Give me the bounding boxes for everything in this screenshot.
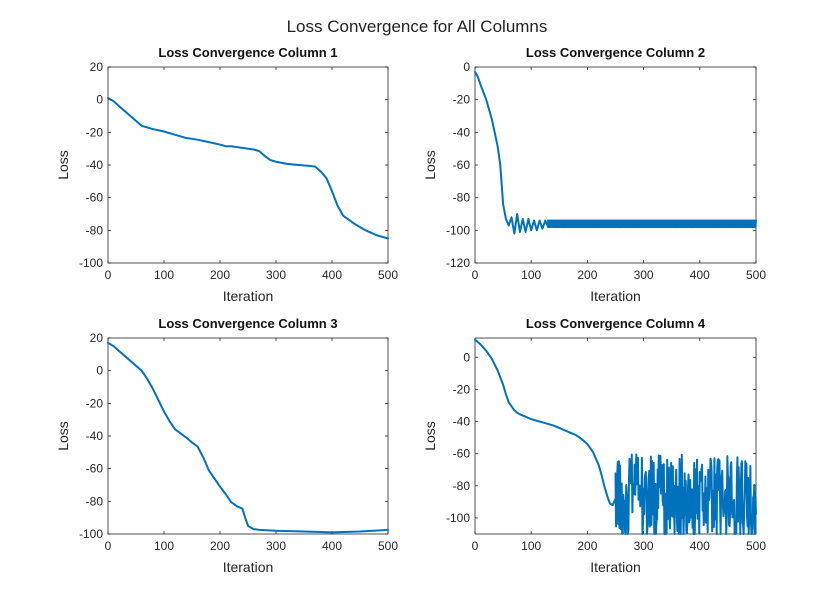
series-line-oscillation — [547, 219, 757, 229]
series-line — [474, 70, 550, 235]
y-tick-label: -60 — [86, 462, 104, 476]
figure-title: Loss Convergence for All Columns — [287, 17, 548, 36]
x-tick-label: 400 — [322, 268, 342, 282]
x-tick-label: 200 — [210, 539, 230, 553]
x-tick-label: 100 — [521, 539, 541, 553]
x-tick-label: 0 — [105, 268, 112, 282]
y-tick-label: -20 — [86, 125, 104, 139]
x-tick-label: 500 — [378, 539, 398, 553]
y-tick-label: 0 — [96, 93, 103, 107]
x-tick-label: 500 — [746, 268, 766, 282]
x-tick-label: 400 — [690, 539, 710, 553]
y-axis-label: Loss — [55, 150, 71, 180]
y-tick-label: -20 — [453, 93, 471, 107]
x-axis-label: Iteration — [590, 559, 641, 575]
x-tick-label: 200 — [577, 539, 597, 553]
y-axis-label: Loss — [55, 421, 71, 451]
y-tick-label: -80 — [86, 223, 104, 237]
x-tick-label: 200 — [210, 268, 230, 282]
x-tick-label: 300 — [266, 539, 286, 553]
x-tick-label: 0 — [472, 539, 479, 553]
y-tick-label: -120 — [446, 256, 470, 270]
x-tick-label: 0 — [105, 539, 112, 553]
y-tick-label: -100 — [446, 511, 470, 525]
x-tick-label: 100 — [154, 268, 174, 282]
axis-ticks: 0 100 200 300 400 500 -100 -80 -60 -40 -20 0 20 — [79, 331, 398, 553]
x-axis-label: Iteration — [223, 288, 274, 304]
plot-area — [107, 337, 389, 535]
x-tick-label: 500 — [746, 539, 766, 553]
x-tick-label: 400 — [322, 539, 342, 553]
x-tick-label: 100 — [521, 268, 541, 282]
series-lines — [474, 70, 757, 235]
y-tick-label: 0 — [463, 350, 470, 364]
y-axis-label: Loss — [422, 421, 438, 451]
y-tick-label: -100 — [79, 256, 103, 270]
y-tick-label: 20 — [90, 60, 104, 74]
subplot-column-1: Loss Convergence Column 1 Iteration Loss… — [55, 45, 398, 304]
x-tick-label: 100 — [154, 539, 174, 553]
y-tick-label: -40 — [86, 429, 104, 443]
y-tick-label: -80 — [453, 191, 471, 205]
x-tick-label: 200 — [577, 268, 597, 282]
y-tick-label: -60 — [86, 191, 104, 205]
series-lines — [107, 341, 389, 534]
subplot-title: Loss Convergence Column 2 — [526, 45, 705, 60]
subplot-title: Loss Convergence Column 4 — [526, 316, 706, 331]
x-tick-label: 300 — [266, 268, 286, 282]
y-tick-label: -40 — [86, 158, 104, 172]
series-lines — [107, 97, 389, 240]
y-tick-label: -20 — [453, 382, 471, 396]
plot-area — [474, 66, 757, 264]
y-tick-label: -80 — [86, 494, 104, 508]
x-tick-label: 500 — [378, 268, 398, 282]
y-tick-label: 20 — [90, 331, 104, 345]
y-tick-label: -60 — [453, 447, 471, 461]
x-axis-label: Iteration — [590, 288, 641, 304]
series-lines — [474, 338, 757, 535]
plot-area — [107, 66, 389, 264]
subplot-column-4: Loss Convergence Column 4 Iteration Loss… — [422, 316, 766, 575]
subplot-title: Loss Convergence Column 1 — [158, 45, 337, 60]
x-tick-label: 0 — [472, 268, 479, 282]
y-tick-label: -40 — [453, 125, 471, 139]
x-tick-label: 300 — [634, 539, 654, 553]
x-tick-label: 300 — [634, 268, 654, 282]
series-line — [474, 338, 617, 507]
series-line — [107, 97, 389, 240]
y-axis-label: Loss — [422, 150, 438, 180]
series-line — [107, 341, 389, 534]
axis-ticks: 0 100 200 300 400 500 -120 -100 -80 -60 -40 -20 0 — [446, 60, 766, 282]
x-axis-label: Iteration — [223, 559, 274, 575]
y-tick-label: -100 — [79, 527, 103, 541]
subplot-title: Loss Convergence Column 3 — [158, 316, 337, 331]
y-tick-label: -40 — [453, 415, 471, 429]
series-line-oscillation — [614, 453, 757, 535]
subplot-column-2: Loss Convergence Column 2 Iteration Loss… — [422, 45, 766, 304]
y-tick-label: 0 — [96, 364, 103, 378]
y-tick-label: -80 — [453, 479, 471, 493]
axis-ticks: 0 100 200 300 400 500 -100 -80 -60 -40 -20 0 20 — [79, 60, 398, 282]
y-tick-label: -60 — [453, 158, 471, 172]
y-tick-label: 0 — [463, 60, 470, 74]
axis-ticks: 0 100 200 300 400 500 -100 -80 -60 -40 -20 0 — [446, 338, 766, 553]
y-tick-label: -100 — [446, 223, 470, 237]
y-tick-label: -20 — [86, 396, 104, 410]
x-tick-label: 400 — [690, 268, 710, 282]
subplot-column-3: Loss Convergence Column 3 Iteration Loss… — [55, 316, 398, 575]
